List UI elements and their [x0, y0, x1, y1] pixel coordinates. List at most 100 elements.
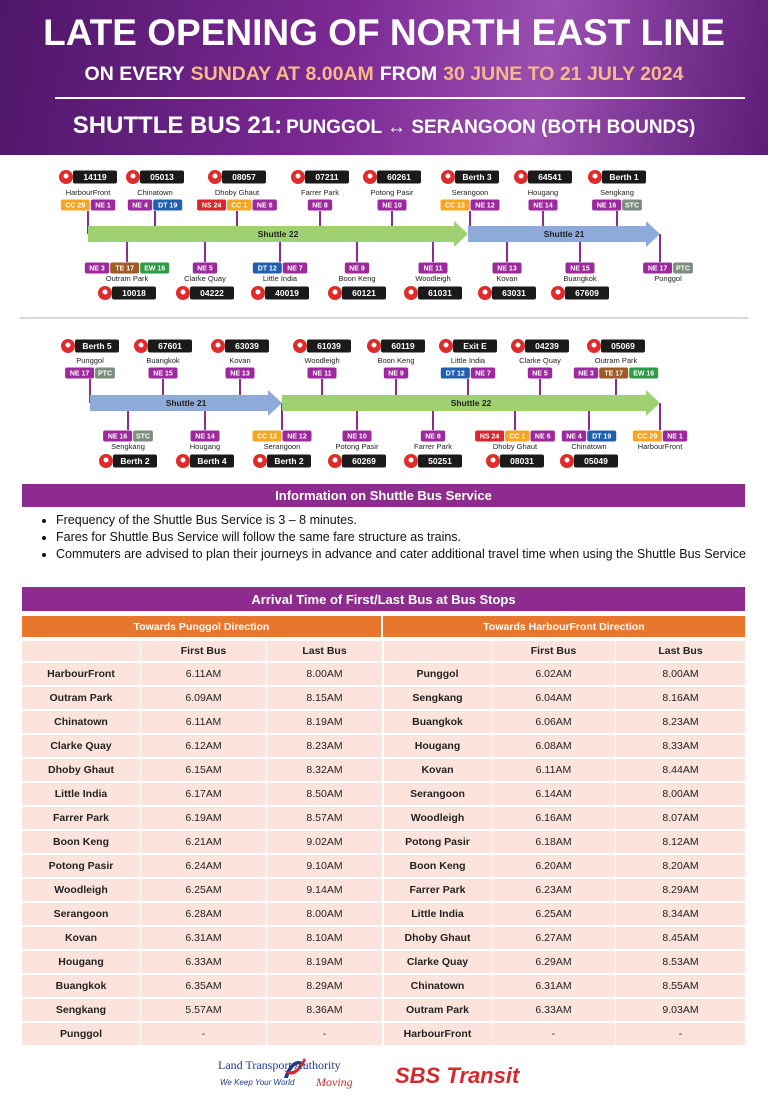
stop-code-box [601, 339, 645, 353]
time-cell: 9.03AM [616, 999, 745, 1021]
stop-code-box [265, 286, 309, 300]
time-cell: 8.20AM [616, 855, 745, 877]
time-cell: 8.33AM [616, 735, 745, 757]
pin-dot [515, 342, 521, 348]
pin-dot [295, 173, 301, 179]
station-cell: Kovan [22, 927, 140, 949]
line-badge-label: NS 24 [202, 202, 222, 209]
shuttle-label: SHUTTLE BUS 21: [72, 112, 283, 139]
stop-code: 60121 [352, 288, 376, 298]
line-badge-label: CC 1 [231, 202, 247, 209]
stop-code-box [140, 170, 184, 184]
line-badge [192, 262, 218, 274]
station-cell: Clarke Quay [384, 951, 491, 973]
stop-name: Little India [451, 356, 486, 365]
pin-dot [482, 289, 488, 295]
time-cell: 6.28AM [141, 903, 266, 925]
line-badge [225, 367, 255, 379]
time-cell: 8.44AM [616, 759, 745, 781]
line-badge-label: NE 12 [287, 433, 307, 440]
time-cell: 6.33AM [141, 951, 266, 973]
time-cell: 6.29AM [492, 951, 615, 973]
line-badge-label: NE 8 [312, 202, 328, 209]
station-cell: Serangoon [384, 783, 491, 805]
line-badge-label: PTC [676, 265, 690, 272]
pin-dot [257, 457, 263, 463]
line-badge [307, 367, 337, 379]
time-cell: 6.11AM [492, 759, 615, 781]
time-cell: 6.04AM [492, 687, 615, 709]
line-badge [60, 199, 90, 211]
pin-dot [65, 342, 71, 348]
time-cell: 8.23AM [616, 711, 745, 733]
stop-name: Buangkok [563, 274, 597, 283]
stop-code-box [574, 454, 618, 468]
line-badge-label: EW 16 [144, 265, 165, 272]
line-badge [190, 430, 220, 442]
stop-code: 05069 [611, 341, 635, 351]
time-cell: 6.25AM [492, 903, 615, 925]
stop-code: Berth 4 [197, 456, 227, 466]
pin-dot [138, 342, 144, 348]
column-header: Last Bus [616, 641, 745, 661]
line-badge-label: NE 4 [132, 202, 148, 209]
stop-code: 60261 [387, 172, 411, 182]
time-cell: 6.11AM [141, 663, 266, 685]
pin-dot [332, 457, 338, 463]
line-badge [127, 199, 153, 211]
station-cell: Farrer Park [22, 807, 140, 829]
pin-dot [564, 457, 570, 463]
stop-code-box [455, 170, 499, 184]
time-cell: - [267, 1023, 382, 1045]
route-segment-label: Shuttle 21 [544, 229, 585, 239]
line-badge [383, 367, 409, 379]
line-badge-label: NE 15 [570, 265, 590, 272]
line-badge-label: NE 11 [423, 265, 442, 272]
time-cell: 6.23AM [492, 879, 615, 901]
lta-moving: Moving [316, 1075, 353, 1089]
time-cell: 6.19AM [141, 807, 266, 829]
info-bullet: Fares for Shuttle Bus Service will follo… [56, 529, 756, 546]
line-badge [282, 262, 308, 274]
time-cell: 8.57AM [267, 807, 382, 829]
time-cell: 6.31AM [141, 927, 266, 949]
time-cell: 8.45AM [616, 927, 745, 949]
line-badge [252, 262, 282, 274]
time-cell: 6.31AM [492, 975, 615, 997]
line-badge [377, 199, 407, 211]
station-cell: Sengkang [22, 999, 140, 1021]
station-cell: Hougang [22, 951, 140, 973]
stop-name: Kovan [229, 356, 250, 365]
line-badge-label: CC 1 [509, 433, 525, 440]
line-badge-label: NE 9 [349, 265, 365, 272]
time-cell: 8.00AM [267, 903, 382, 925]
time-cell: 8.19AM [267, 951, 382, 973]
line-badge-label: NE 13 [497, 265, 517, 272]
line-badge [622, 199, 642, 211]
route-segment-label: Shuttle 21 [166, 398, 207, 408]
route-segment [90, 390, 282, 416]
station-cell: Little India [22, 783, 140, 805]
time-cell: 6.35AM [141, 975, 266, 997]
lta-tagline: We Keep Your World [220, 1078, 295, 1087]
line-badge-label: NE 1 [95, 202, 111, 209]
stop-code-box [342, 286, 386, 300]
time-cell: 9.14AM [267, 879, 382, 901]
stop-name: Woodleigh [304, 356, 339, 365]
pin-dot [130, 173, 136, 179]
stop-name: Farrer Park [414, 442, 452, 451]
line-badge-label: NE 10 [347, 433, 367, 440]
line-badge-label: NE 9 [388, 370, 404, 377]
time-cell: 8.29AM [616, 879, 745, 901]
time-cell: 6.27AM [492, 927, 615, 949]
station-cell: Potong Pasir [22, 855, 140, 877]
stop-name: Sengkang [111, 442, 145, 451]
time-cell: - [141, 1023, 266, 1045]
title: LATE OPENING OF NORTH EAST LINE [43, 12, 725, 53]
stop-code: 63031 [502, 288, 526, 298]
stop-name: Boon Keng [338, 274, 375, 283]
pin-dot [63, 173, 69, 179]
station-cell: Woodleigh [22, 879, 140, 901]
station-cell: Woodleigh [384, 807, 491, 829]
line-badge-label: DT 19 [158, 202, 177, 209]
